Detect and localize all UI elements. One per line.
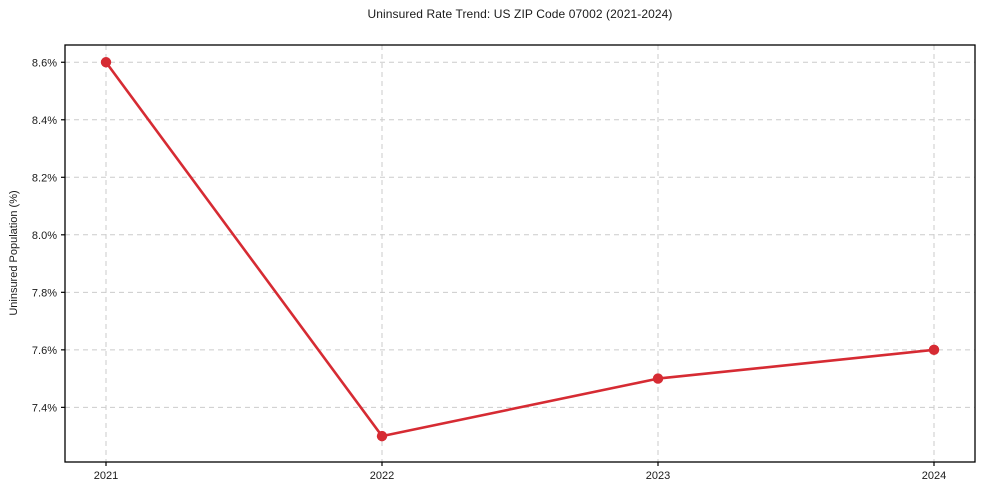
- y-tick-label: 8.2%: [32, 172, 57, 184]
- y-tick-label: 8.0%: [32, 230, 57, 242]
- x-tick-label: 2021: [94, 470, 118, 482]
- plot-border: [64, 44, 976, 463]
- y-tick-label: 8.6%: [32, 57, 57, 69]
- data-point-2023: [652, 373, 664, 384]
- x-tick-label: 2024: [922, 470, 946, 482]
- x-tick-label: 2023: [646, 470, 670, 482]
- data-point-2024: [928, 344, 940, 356]
- y-tick-label: 7.8%: [32, 287, 57, 299]
- data-point-2021: [100, 57, 112, 68]
- y-tick-label: 7.6%: [32, 345, 57, 357]
- y-tick-label: 8.4%: [32, 115, 57, 127]
- trend-line: [104, 60, 936, 438]
- data-point-2022: [376, 430, 388, 442]
- x-tick-label: 2022: [370, 470, 394, 482]
- chart-title: Uninsured Rate Trend: US ZIP Code 07002 …: [367, 7, 673, 21]
- y-tick-label: 7.4%: [32, 402, 57, 414]
